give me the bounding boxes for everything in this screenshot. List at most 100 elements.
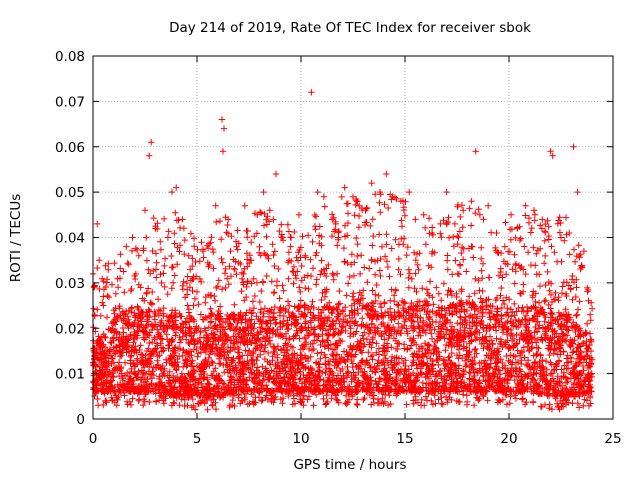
- data-point: [411, 285, 418, 292]
- data-point: [201, 374, 208, 382]
- data-point: [403, 251, 410, 259]
- data-point: [484, 397, 491, 404]
- data-point: [455, 355, 462, 362]
- data-point: [432, 373, 439, 380]
- data-point: [213, 284, 220, 292]
- data-point: [404, 243, 411, 251]
- data-point: [391, 316, 398, 323]
- data-point: [170, 399, 177, 406]
- data-point: [406, 270, 414, 277]
- data-point: [506, 296, 513, 303]
- data-point: [114, 284, 122, 291]
- data-point: [264, 308, 271, 315]
- data-point: [344, 200, 352, 207]
- data-point: [279, 282, 286, 289]
- data-point: [519, 396, 526, 403]
- data-point: [570, 319, 577, 326]
- data-point: [444, 372, 451, 379]
- data-point: [374, 396, 382, 403]
- data-point: [249, 309, 256, 316]
- data-point: [144, 285, 152, 292]
- data-point: [512, 353, 519, 360]
- data-point: [422, 224, 429, 232]
- data-point: [429, 294, 436, 301]
- data-point: [218, 236, 225, 243]
- data-points: [89, 89, 596, 413]
- data-point: [430, 350, 437, 357]
- data-point: [541, 237, 548, 244]
- data-point: [533, 351, 540, 358]
- data-point: [178, 320, 186, 327]
- data-point: [501, 300, 508, 308]
- data-point: [311, 211, 318, 219]
- data-point: [131, 369, 138, 377]
- data-point: [164, 290, 171, 298]
- data-point: [402, 362, 409, 370]
- data-point: [588, 305, 596, 312]
- data-point: [261, 305, 269, 312]
- data-point: [512, 234, 519, 242]
- data-point: [405, 266, 412, 273]
- data-point: [549, 311, 556, 318]
- data-point: [322, 369, 329, 377]
- data-point: [218, 286, 226, 293]
- data-point: [537, 222, 544, 229]
- data-point: [423, 397, 431, 404]
- data-point: [223, 229, 230, 236]
- data-point: [297, 375, 304, 382]
- data-point: [574, 400, 581, 407]
- data-point: [317, 271, 324, 278]
- data-point: [422, 393, 430, 400]
- data-point: [400, 241, 407, 248]
- data-point: [528, 375, 536, 382]
- data-point: [472, 209, 479, 217]
- data-point: [388, 286, 395, 293]
- data-point: [503, 352, 510, 360]
- data-point: [548, 243, 555, 250]
- data-point: [518, 360, 525, 368]
- data-point: [438, 297, 445, 304]
- data-point: [380, 400, 387, 407]
- data-point: [469, 318, 477, 326]
- data-point: [378, 304, 385, 311]
- data-point: [237, 260, 244, 268]
- data-point: [119, 324, 127, 332]
- data-point: [541, 318, 548, 325]
- data-point: [288, 351, 296, 358]
- data-point: [172, 332, 179, 339]
- data-point: [312, 213, 320, 220]
- data-point: [369, 287, 376, 294]
- data-point: [563, 359, 571, 366]
- data-point: [359, 368, 366, 376]
- data-point: [439, 401, 446, 408]
- data-point: [94, 264, 101, 272]
- data-point: [333, 351, 341, 358]
- data-point: [329, 270, 336, 277]
- data-point: [275, 265, 282, 273]
- data-point: [583, 320, 591, 327]
- data-point: [354, 401, 361, 409]
- data-point: [381, 201, 388, 208]
- data-point: [340, 244, 348, 252]
- data-point: [456, 352, 463, 359]
- data-point: [270, 251, 277, 259]
- data-point: [444, 252, 451, 259]
- data-point: [170, 322, 177, 329]
- data-point: [453, 290, 460, 297]
- data-point: [368, 257, 375, 264]
- data-point: [539, 363, 546, 370]
- data-point: [137, 342, 144, 349]
- data-point: [516, 290, 524, 297]
- data-point: [472, 345, 479, 353]
- data-point: [480, 216, 487, 223]
- data-point: [212, 405, 220, 413]
- data-point: [205, 324, 212, 331]
- data-point: [369, 242, 376, 249]
- data-point: [263, 216, 270, 223]
- data-point: [368, 299, 376, 306]
- data-point: [251, 340, 259, 347]
- data-point: [243, 227, 250, 235]
- data-point: [467, 222, 475, 229]
- data-point: [544, 268, 551, 276]
- data-point: [481, 357, 489, 364]
